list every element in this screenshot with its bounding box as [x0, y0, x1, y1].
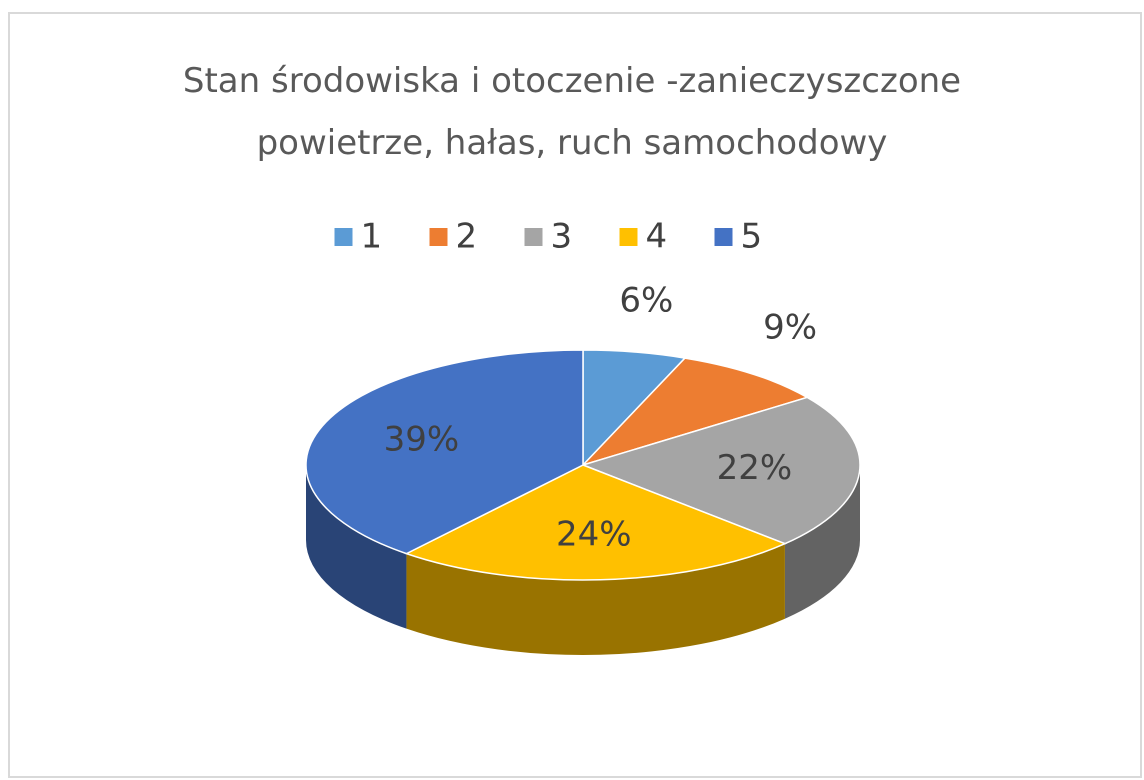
data-label: 39% — [384, 419, 460, 459]
pie-slice — [305, 349, 584, 555]
pie-side — [784, 465, 860, 619]
legend-swatch — [334, 228, 353, 246]
title-box: Stan środowiska i otoczenie -zanieczyszc… — [0, 50, 1144, 174]
pie-side — [306, 465, 407, 629]
data-label: 6% — [619, 281, 673, 321]
pie-slice — [580, 357, 809, 467]
legend-label: 3 — [551, 217, 573, 257]
legend-label: 5 — [741, 217, 763, 257]
legend-swatch — [619, 228, 638, 246]
data-label: 9% — [763, 308, 817, 348]
legend-swatch — [714, 228, 733, 246]
legend-label: 2 — [456, 217, 478, 257]
legend-swatch — [429, 228, 448, 246]
legend-label: 4 — [646, 217, 668, 257]
pie-slice — [404, 464, 787, 581]
data-label: 22% — [717, 448, 793, 488]
chart-frame — [8, 12, 1142, 778]
data-label: 24% — [556, 515, 632, 555]
pie-slice — [580, 396, 861, 545]
legend-label: 1 — [361, 217, 383, 257]
legend-swatch — [524, 228, 543, 246]
chart-title: Stan środowiska i otoczenie -zanieczyszc… — [182, 61, 962, 163]
